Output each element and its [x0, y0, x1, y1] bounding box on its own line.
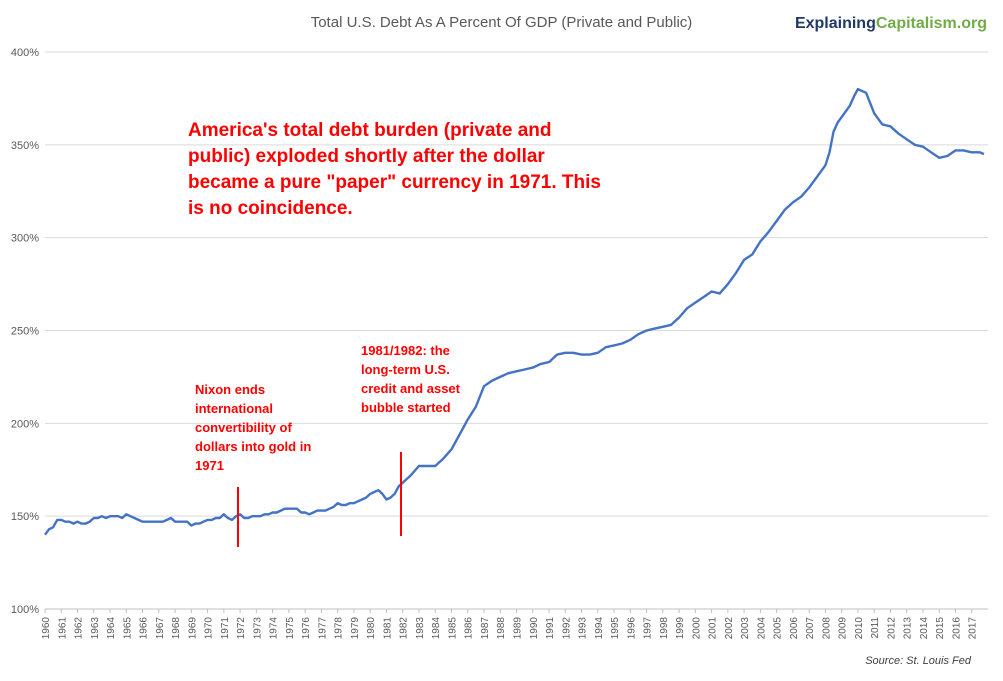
x-tick-label: 1962 [74, 617, 85, 640]
x-tick-label: 1973 [252, 617, 263, 640]
x-tick-label: 1996 [626, 617, 637, 640]
x-tick-label: 1977 [317, 617, 328, 640]
headline-annotation: America's total debt burden (private and… [188, 120, 601, 219]
x-tick-label: 1986 [464, 617, 475, 640]
x-tick-label: 1988 [496, 617, 507, 640]
source-note: Source: St. Louis Fed [865, 655, 971, 667]
x-tick-label: 2013 [903, 617, 914, 640]
x-tick-label: 1968 [171, 617, 182, 640]
y-tick-label: 400% [11, 47, 39, 59]
series-line [44, 87, 985, 536]
y-tick-label: 200% [11, 418, 39, 430]
x-tick-label: 2017 [968, 617, 979, 640]
x-tick-label: 2006 [789, 617, 800, 640]
x-tick-label: 2012 [886, 617, 897, 640]
x-tick-label: 1972 [236, 617, 247, 640]
x-tick-label: 1964 [106, 617, 117, 640]
x-tick-label: 1985 [447, 617, 458, 640]
x-tick-label: 2000 [691, 617, 702, 640]
x-tick-label: 2002 [724, 617, 735, 640]
chart-title: Total U.S. Debt As A Percent Of GDP (Pri… [310, 14, 693, 31]
x-tick-label: 1980 [366, 617, 377, 640]
x-tick-label: 1960 [41, 617, 52, 640]
x-tick-label: 1971 [220, 617, 231, 640]
x-tick-label: 1997 [643, 617, 654, 640]
x-tick-label: 2015 [935, 617, 946, 640]
x-tick-label: 1998 [659, 617, 670, 640]
x-tick-label: 1992 [561, 617, 572, 640]
x-tick-label: 1991 [545, 617, 556, 640]
x-tick-label: 1963 [90, 617, 101, 640]
x-tick-label: 2014 [919, 617, 930, 640]
x-tick-label: 2009 [838, 617, 849, 640]
nixon-annotation: Nixon ends international convertibility … [195, 382, 312, 473]
x-tick-label: 1967 [155, 617, 166, 640]
x-tick-label: 1983 [415, 617, 426, 640]
x-tick-label: 1978 [334, 617, 345, 640]
x-tick-label: 1976 [301, 617, 312, 640]
x-tick-label: 2001 [708, 617, 719, 640]
x-tick-label: 1965 [122, 617, 133, 640]
y-tick-label: 100% [11, 604, 39, 616]
y-tick-label: 150% [11, 511, 39, 523]
x-tick-label: 1989 [513, 617, 524, 640]
y-axis-ticks: 100% 150% 200% 250% 300% 350% 400% [11, 47, 39, 616]
x-tick-label: 2016 [951, 617, 962, 640]
x-tick-label: 1987 [480, 617, 491, 640]
x-tick-label: 1982 [399, 617, 410, 640]
x-tick-label: 1990 [529, 617, 540, 640]
brand-logo[interactable]: ExplainingCapitalism.org [795, 15, 987, 33]
x-tick-label: 1995 [610, 617, 621, 640]
x-tick-label: 1974 [269, 617, 280, 640]
x-tick-label: 2005 [773, 617, 784, 640]
nixon-marker-line [237, 487, 239, 547]
x-tick-label: 2011 [870, 617, 881, 639]
x-tick-label: 1984 [431, 617, 442, 640]
series-group [44, 87, 985, 536]
x-tick-label: 1981 [382, 617, 393, 640]
y-tick-label: 300% [11, 233, 39, 245]
gridlines [45, 51, 988, 610]
x-tick-label: 1970 [204, 617, 215, 640]
x-tick-label: 1999 [675, 617, 686, 640]
x-tick-label: 1961 [57, 617, 68, 640]
y-tick-label: 350% [11, 140, 39, 152]
x-tick-label: 1969 [187, 617, 198, 640]
x-tick-label: 2003 [740, 617, 751, 640]
x-tick-label: 1993 [578, 617, 589, 640]
x-tick-label: 2010 [854, 617, 865, 640]
x-tick-label: 2007 [805, 617, 816, 640]
bubble-annotation: 1981/1982: the long-term U.S. credit and… [361, 343, 460, 415]
x-tick-label: 2008 [821, 617, 832, 640]
brand-part-1: Explaining [794, 15, 876, 32]
x-tick-label: 1966 [139, 617, 150, 640]
x-tick-label: 1979 [350, 617, 361, 640]
x-tick-label: 2004 [756, 617, 767, 640]
y-tick-label: 250% [11, 326, 39, 338]
x-tick-label: 1994 [594, 617, 605, 640]
x-axis-ticks: 1960 1961 1962 1963 1964 1965 1966 1967 1968 1969… [41, 609, 979, 639]
bubble-marker-line [400, 452, 402, 536]
x-tick-label: 1975 [285, 617, 296, 640]
brand-part-2: Capitalism.org [875, 15, 987, 32]
